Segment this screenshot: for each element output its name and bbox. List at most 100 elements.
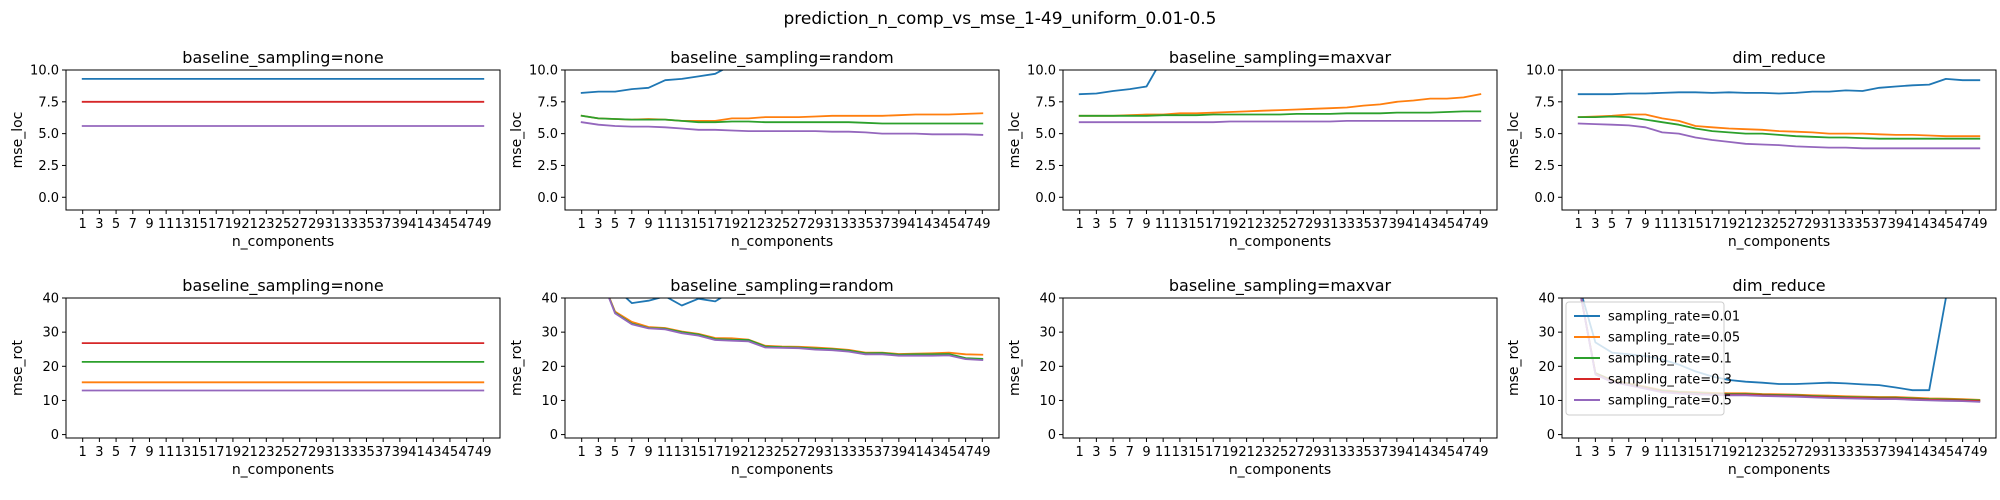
x-tick-label: 37 bbox=[1871, 445, 1888, 460]
x-tick-label: 37 bbox=[375, 217, 392, 232]
x-tick-label: 41 bbox=[408, 217, 425, 232]
series-line-sampling-rate-0-5 bbox=[608, 298, 984, 362]
x-tick-label: 35 bbox=[857, 445, 874, 460]
series-line-sampling-rate-0-1 bbox=[1078, 110, 1482, 117]
x-tick-label: 33 bbox=[341, 217, 358, 232]
x-tick-label: 7 bbox=[628, 445, 636, 460]
x-tick-label: 19 bbox=[1222, 445, 1239, 460]
x-tick-label: 43 bbox=[1422, 217, 1439, 232]
x-tick-label: 37 bbox=[1372, 445, 1389, 460]
x-tick-label: 21 bbox=[1238, 445, 1255, 460]
x-tick-label: 5 bbox=[1109, 445, 1117, 460]
y-tick-label: 0.0 bbox=[1534, 191, 1555, 206]
legend-label: sampling_rate=0.05 bbox=[1608, 331, 1740, 346]
subplot-title: baseline_sampling=none bbox=[182, 48, 383, 68]
x-tick-label: 25 bbox=[1272, 217, 1289, 232]
x-tick-label: 11 bbox=[158, 217, 175, 232]
x-tick-label: 45 bbox=[941, 217, 958, 232]
x-tick-label: 37 bbox=[375, 445, 392, 460]
y-tick-label: 0 bbox=[1547, 428, 1555, 443]
x-axis-label: n_components bbox=[1229, 462, 1331, 478]
x-tick-label: 21 bbox=[1737, 445, 1754, 460]
y-tick-label: 10 bbox=[1538, 394, 1555, 409]
x-tick-label: 29 bbox=[1305, 217, 1322, 232]
x-tick-label: 43 bbox=[1422, 445, 1439, 460]
y-axis-label: mse_loc bbox=[1007, 112, 1023, 169]
y-axis-label: mse_rot bbox=[1007, 339, 1023, 396]
x-tick-label: 13 bbox=[175, 217, 192, 232]
x-tick-label: 1 bbox=[1076, 445, 1084, 460]
x-tick-label: 47 bbox=[1455, 217, 1472, 232]
x-tick-label: 9 bbox=[644, 217, 652, 232]
x-tick-label: 9 bbox=[1142, 217, 1150, 232]
x-tick-label: 11 bbox=[1155, 217, 1172, 232]
x-tick-label: 5 bbox=[611, 445, 619, 460]
x-tick-label: 29 bbox=[308, 445, 325, 460]
x-tick-label: 49 bbox=[1971, 445, 1988, 460]
series-line-sampling-rate-0-01 bbox=[624, 298, 723, 307]
x-tick-label: 19 bbox=[1721, 217, 1738, 232]
x-tick-label: 35 bbox=[1854, 445, 1871, 460]
x-axis-label: n_components bbox=[731, 462, 833, 478]
x-tick-label: 33 bbox=[1338, 445, 1355, 460]
x-tick-label: 13 bbox=[1172, 217, 1189, 232]
x-tick-label: 47 bbox=[957, 217, 974, 232]
x-tick-label: 5 bbox=[1608, 217, 1616, 232]
x-tick-label: 19 bbox=[1721, 445, 1738, 460]
x-tick-label: 41 bbox=[1405, 217, 1422, 232]
y-tick-label: 2.5 bbox=[1534, 159, 1555, 174]
x-tick-label: 19 bbox=[225, 217, 242, 232]
x-tick-label: 7 bbox=[1625, 217, 1633, 232]
y-tick-label: 40 bbox=[1039, 292, 1056, 307]
y-tick-label: 2.5 bbox=[537, 159, 558, 174]
x-tick-label: 3 bbox=[1591, 217, 1599, 232]
x-tick-label: 41 bbox=[907, 445, 924, 460]
y-tick-label: 0.0 bbox=[537, 191, 558, 206]
y-axis-label: mse_rot bbox=[1506, 339, 1522, 396]
x-tick-label: 35 bbox=[857, 217, 874, 232]
plot-frame bbox=[1062, 297, 1498, 439]
x-tick-label: 47 bbox=[1954, 445, 1971, 460]
x-tick-label: 19 bbox=[724, 217, 741, 232]
x-tick-label: 45 bbox=[941, 445, 958, 460]
x-tick-label: 7 bbox=[1126, 445, 1134, 460]
x-tick-label: 27 bbox=[1288, 217, 1305, 232]
x-tick-label: 43 bbox=[924, 445, 941, 460]
x-tick-label: 39 bbox=[1389, 217, 1406, 232]
subplot-title: baseline_sampling=maxvar bbox=[1169, 48, 1392, 68]
x-axis-label: n_components bbox=[731, 234, 833, 250]
legend-label: sampling_rate=0.5 bbox=[1608, 394, 1732, 409]
x-tick-label: 7 bbox=[129, 217, 137, 232]
y-tick-label: 40 bbox=[541, 292, 558, 307]
y-tick-label: 0.0 bbox=[38, 191, 59, 206]
x-tick-label: 19 bbox=[724, 445, 741, 460]
x-tick-label: 19 bbox=[225, 445, 242, 460]
x-tick-label: 27 bbox=[790, 217, 807, 232]
x-tick-label: 9 bbox=[145, 217, 153, 232]
x-tick-label: 5 bbox=[611, 217, 619, 232]
x-tick-label: 15 bbox=[1188, 217, 1205, 232]
subplot-title: dim_reduce bbox=[1732, 48, 1825, 68]
x-tick-label: 25 bbox=[1771, 217, 1788, 232]
y-tick-label: 10.0 bbox=[1526, 64, 1555, 79]
y-tick-label: 5.0 bbox=[1035, 127, 1056, 142]
x-tick-label: 39 bbox=[891, 217, 908, 232]
x-tick-label: 5 bbox=[112, 217, 120, 232]
y-axis-label: mse_rot bbox=[509, 339, 525, 396]
x-tick-label: 33 bbox=[1837, 445, 1854, 460]
y-tick-label: 10 bbox=[1039, 394, 1056, 409]
legend-label: sampling_rate=0.3 bbox=[1608, 373, 1732, 388]
series-line-sampling-rate-0-01 bbox=[1078, 70, 1157, 96]
series-group bbox=[81, 342, 485, 392]
x-tick-label: 13 bbox=[1671, 217, 1688, 232]
figure-title: prediction_n_comp_vs_mse_1-49_uniform_0.… bbox=[784, 9, 1217, 29]
x-tick-label: 39 bbox=[392, 217, 409, 232]
x-tick-label: 41 bbox=[1904, 445, 1921, 460]
x-tick-label: 7 bbox=[129, 445, 137, 460]
x-tick-label: 23 bbox=[1255, 217, 1272, 232]
